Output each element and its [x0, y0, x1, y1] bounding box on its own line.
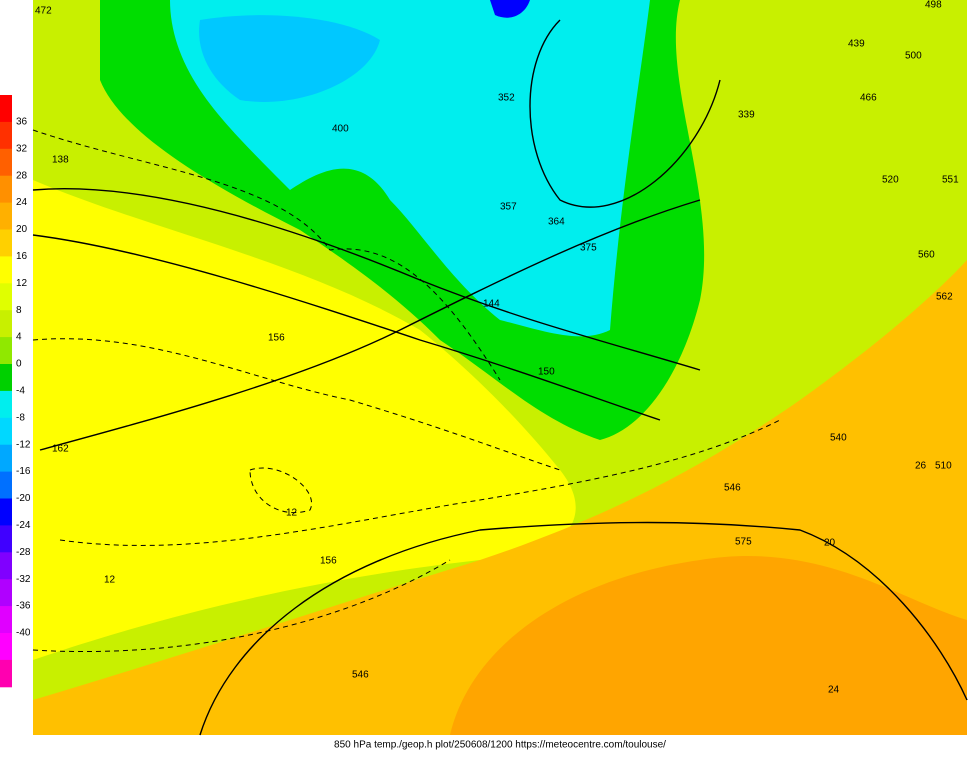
scale-label: 28: [16, 170, 28, 181]
scale-label: 4: [16, 332, 22, 343]
map-label: 551: [942, 175, 959, 186]
scale-label: -32: [16, 574, 31, 585]
scale-label: -4: [16, 386, 25, 397]
map-label: 546: [352, 670, 369, 681]
scale-swatch: [0, 95, 12, 123]
map-label: 562: [936, 292, 953, 303]
scale-label: 24: [16, 197, 28, 208]
scale-swatch: [0, 364, 12, 392]
scale-label: 12: [16, 278, 28, 289]
scale-label: 20: [16, 224, 28, 235]
map-label: 26: [915, 461, 927, 472]
scale-label: -24: [16, 520, 31, 531]
temperature-contours: [32, 129, 781, 653]
scale-label: 0: [16, 359, 22, 370]
map-label: 156: [320, 556, 337, 567]
scale-label: 8: [16, 305, 22, 316]
caption: 850 hPa temp./geop.h plot/250608/1200 ht…: [334, 740, 666, 751]
map-label: 375: [580, 243, 597, 254]
scale-swatch: [0, 525, 12, 553]
map-label: 560: [918, 250, 935, 261]
map-label: 12: [104, 575, 116, 586]
map-label: 357: [500, 202, 517, 213]
scale-swatch: [0, 229, 12, 257]
scale-label: 36: [16, 117, 28, 128]
map-label: 520: [882, 175, 899, 186]
scale-swatch: [0, 175, 12, 204]
map-label: 144: [483, 299, 500, 310]
map-label: 339: [738, 110, 755, 121]
scale-label: 32: [16, 143, 28, 154]
scale-label: -8: [16, 412, 25, 423]
scale-swatch: [0, 606, 12, 634]
scale-swatch: [0, 444, 12, 473]
map-label: 20: [824, 538, 836, 549]
scale-label: -16: [16, 466, 31, 477]
scale-swatch: [0, 256, 12, 284]
scale-swatch: [0, 579, 12, 607]
map-label: 466: [860, 93, 877, 104]
map-label: 400: [332, 124, 349, 135]
scale-swatch: [0, 390, 12, 419]
scale-swatch: [0, 417, 12, 446]
map-labels: 472 498 439 500 466 352 400 138 357 364 375 339 520 5…: [35, 0, 959, 696]
map-label: 472: [35, 6, 52, 17]
geopotential-contours: [32, 19, 968, 736]
scale-swatch: [0, 148, 12, 177]
scale-label: -20: [16, 493, 31, 504]
scale-swatch: [0, 310, 12, 338]
scale-label: -36: [16, 601, 31, 612]
scale-swatch: [0, 498, 12, 526]
scale-swatch: [0, 659, 12, 688]
cold-zone: [199, 15, 380, 102]
map-label: 575: [735, 537, 752, 548]
scale-swatch: [0, 337, 12, 365]
map-label: 500: [905, 51, 922, 62]
scale-label: -12: [16, 439, 31, 450]
map-label: 439: [848, 39, 865, 50]
scale-swatch: [0, 202, 12, 230]
map-label: 352: [498, 93, 515, 104]
scale-label: -40: [16, 628, 31, 639]
scale-swatch: [0, 471, 12, 499]
map-label: 364: [548, 217, 565, 228]
scale-swatch: [0, 121, 12, 150]
scale-swatch: [0, 552, 12, 580]
map: [32, 0, 968, 736]
scale-label: -28: [16, 547, 31, 558]
map-label: 546: [724, 483, 741, 494]
map-label: 156: [268, 333, 285, 344]
very-hot-zone: [450, 555, 967, 735]
map-label: 24: [828, 685, 840, 696]
scale-swatch: [0, 283, 12, 311]
map-label: 150: [538, 367, 555, 378]
map-label: 138: [52, 155, 69, 166]
map-label: 540: [830, 433, 847, 444]
map-label: 12: [286, 508, 298, 519]
scale-label: 16: [16, 251, 28, 262]
map-label: 498: [925, 0, 942, 11]
map-label: 162: [52, 444, 69, 455]
map-label: 510: [935, 461, 952, 472]
color-scale: 36 32 28 24 20 16 12 8 4 0 -4 -8 -12 -16 -20 -24 -28 -32 -…: [0, 95, 31, 688]
scale-swatch: [0, 633, 12, 661]
very-cold-zone: [490, 0, 530, 18]
